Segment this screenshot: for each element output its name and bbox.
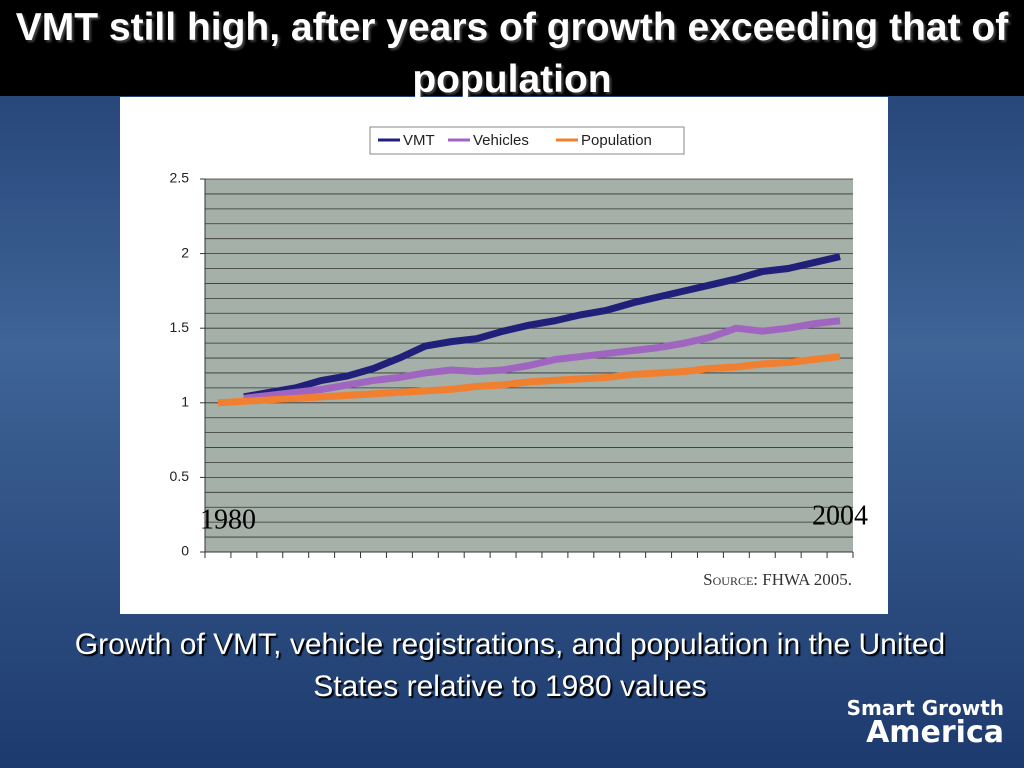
x-annotation-label: 2004 bbox=[812, 500, 868, 531]
logo: Smart Growth America bbox=[847, 698, 1004, 748]
series-line bbox=[243, 317, 841, 402]
y-tick-label: 0 bbox=[181, 543, 189, 559]
caption: Growth of VMT, vehicle registrations, an… bbox=[74, 628, 946, 703]
y-tick-label: 2 bbox=[181, 244, 189, 260]
logo-line: Smart Growth bbox=[846, 696, 1004, 720]
legend-label: Vehicles bbox=[473, 132, 529, 149]
y-tick-label: 1 bbox=[181, 394, 189, 410]
legend-label: VMT bbox=[403, 132, 435, 149]
title-bar bbox=[0, 0, 1024, 96]
series-line bbox=[243, 253, 841, 401]
legend-box bbox=[369, 126, 685, 155]
slide-title: VMT still high, after years of growth ex… bbox=[15, 6, 1009, 101]
x-annotation-label: 1980 bbox=[200, 504, 256, 535]
y-tick-label: 0.5 bbox=[170, 468, 190, 484]
y-tick-label: 1.5 bbox=[170, 319, 190, 335]
y-tick-label: 2.5 bbox=[170, 170, 190, 186]
logo-line: America bbox=[866, 715, 1004, 750]
series-line bbox=[217, 353, 841, 407]
legend-label: Population bbox=[581, 132, 652, 149]
source-note: Source: FHWA 2005. bbox=[703, 570, 852, 589]
